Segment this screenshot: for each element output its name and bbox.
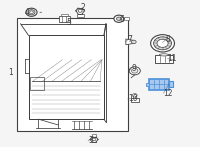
Circle shape <box>26 8 37 16</box>
Circle shape <box>129 67 140 75</box>
Text: 7: 7 <box>128 35 133 44</box>
Circle shape <box>132 69 138 73</box>
Circle shape <box>28 10 35 15</box>
Ellipse shape <box>159 54 169 56</box>
Bar <box>169 81 173 87</box>
Bar <box>61 14 68 16</box>
Bar <box>59 16 70 22</box>
Text: 6: 6 <box>120 15 125 24</box>
Text: 11: 11 <box>168 54 177 63</box>
Bar <box>149 79 169 90</box>
Circle shape <box>30 11 33 14</box>
Text: 8: 8 <box>166 35 170 44</box>
Circle shape <box>78 9 82 12</box>
Circle shape <box>132 94 137 97</box>
Text: 4: 4 <box>25 8 29 17</box>
Circle shape <box>157 39 168 47</box>
Bar <box>92 134 96 137</box>
Text: 12: 12 <box>164 89 173 98</box>
Bar <box>30 77 44 90</box>
Text: 5: 5 <box>66 18 71 27</box>
Bar <box>77 14 84 17</box>
Circle shape <box>151 35 174 52</box>
Text: 3: 3 <box>88 136 93 145</box>
Bar <box>29 35 104 119</box>
Text: 10: 10 <box>128 95 137 103</box>
Bar <box>146 82 149 86</box>
Bar <box>155 55 173 63</box>
Text: 2: 2 <box>80 3 85 12</box>
Text: 9: 9 <box>132 64 137 73</box>
Bar <box>17 18 128 131</box>
Circle shape <box>154 37 172 50</box>
Circle shape <box>131 40 136 44</box>
Text: 1: 1 <box>9 69 13 77</box>
Polygon shape <box>126 39 134 45</box>
Circle shape <box>114 15 124 22</box>
Circle shape <box>92 138 96 141</box>
Bar <box>131 98 139 102</box>
Bar <box>124 17 129 20</box>
Circle shape <box>116 17 121 20</box>
